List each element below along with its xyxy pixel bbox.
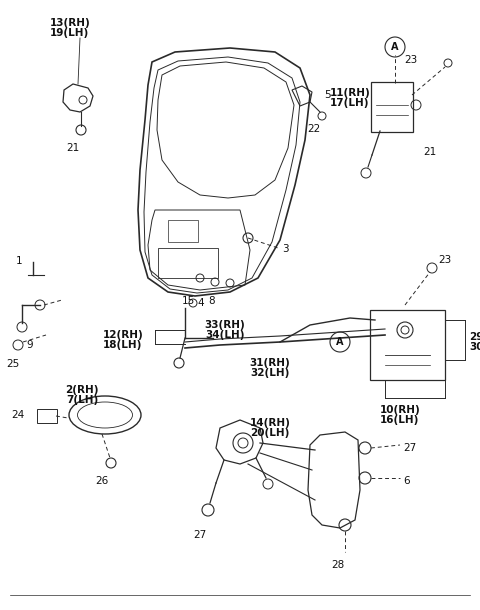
Text: 30(LH): 30(LH) [469, 342, 480, 352]
Bar [370, 310, 445, 380]
Text: 3: 3 [282, 244, 288, 254]
Text: 31(RH): 31(RH) [250, 358, 290, 368]
Text: 18(LH): 18(LH) [103, 340, 143, 350]
Text: 4: 4 [197, 298, 204, 308]
Text: 19(LH): 19(LH) [50, 28, 89, 38]
Text: 14(RH): 14(RH) [250, 418, 290, 428]
Text: 29(RH): 29(RH) [469, 332, 480, 342]
Text: 28: 28 [331, 560, 345, 570]
Text: 10(RH): 10(RH) [380, 405, 421, 415]
Text: 21: 21 [423, 147, 436, 157]
Text: 26: 26 [96, 476, 108, 486]
Text: 8: 8 [209, 296, 216, 306]
Text: 33(RH): 33(RH) [204, 320, 245, 330]
Text: A: A [391, 42, 399, 52]
Text: 11(RH): 11(RH) [330, 88, 371, 98]
Text: 23: 23 [438, 255, 451, 265]
Bar [158, 248, 218, 278]
Text: 1: 1 [16, 256, 23, 266]
Text: 16(LH): 16(LH) [380, 415, 420, 425]
Text: 9: 9 [27, 340, 33, 350]
Text: 17(LH): 17(LH) [330, 98, 370, 108]
Text: 2(RH): 2(RH) [65, 385, 99, 395]
Text: 12(RH): 12(RH) [103, 330, 144, 340]
Text: 27: 27 [403, 443, 416, 453]
Text: 27: 27 [193, 530, 206, 540]
Text: 21: 21 [66, 143, 80, 153]
Text: 32(LH): 32(LH) [250, 368, 290, 378]
Text: 6: 6 [403, 476, 409, 486]
Text: A: A [336, 337, 344, 347]
Text: 22: 22 [307, 124, 321, 134]
Text: 23: 23 [404, 55, 417, 65]
Text: 34(LH): 34(LH) [205, 330, 245, 340]
Text: 13(RH): 13(RH) [50, 18, 91, 28]
Bar [168, 220, 198, 242]
Text: 25: 25 [6, 359, 19, 369]
Text: 5: 5 [324, 90, 331, 100]
Text: 7(LH): 7(LH) [66, 395, 98, 405]
Text: 20(LH): 20(LH) [250, 428, 290, 438]
Text: 15: 15 [181, 296, 194, 306]
Text: 24: 24 [12, 410, 25, 420]
